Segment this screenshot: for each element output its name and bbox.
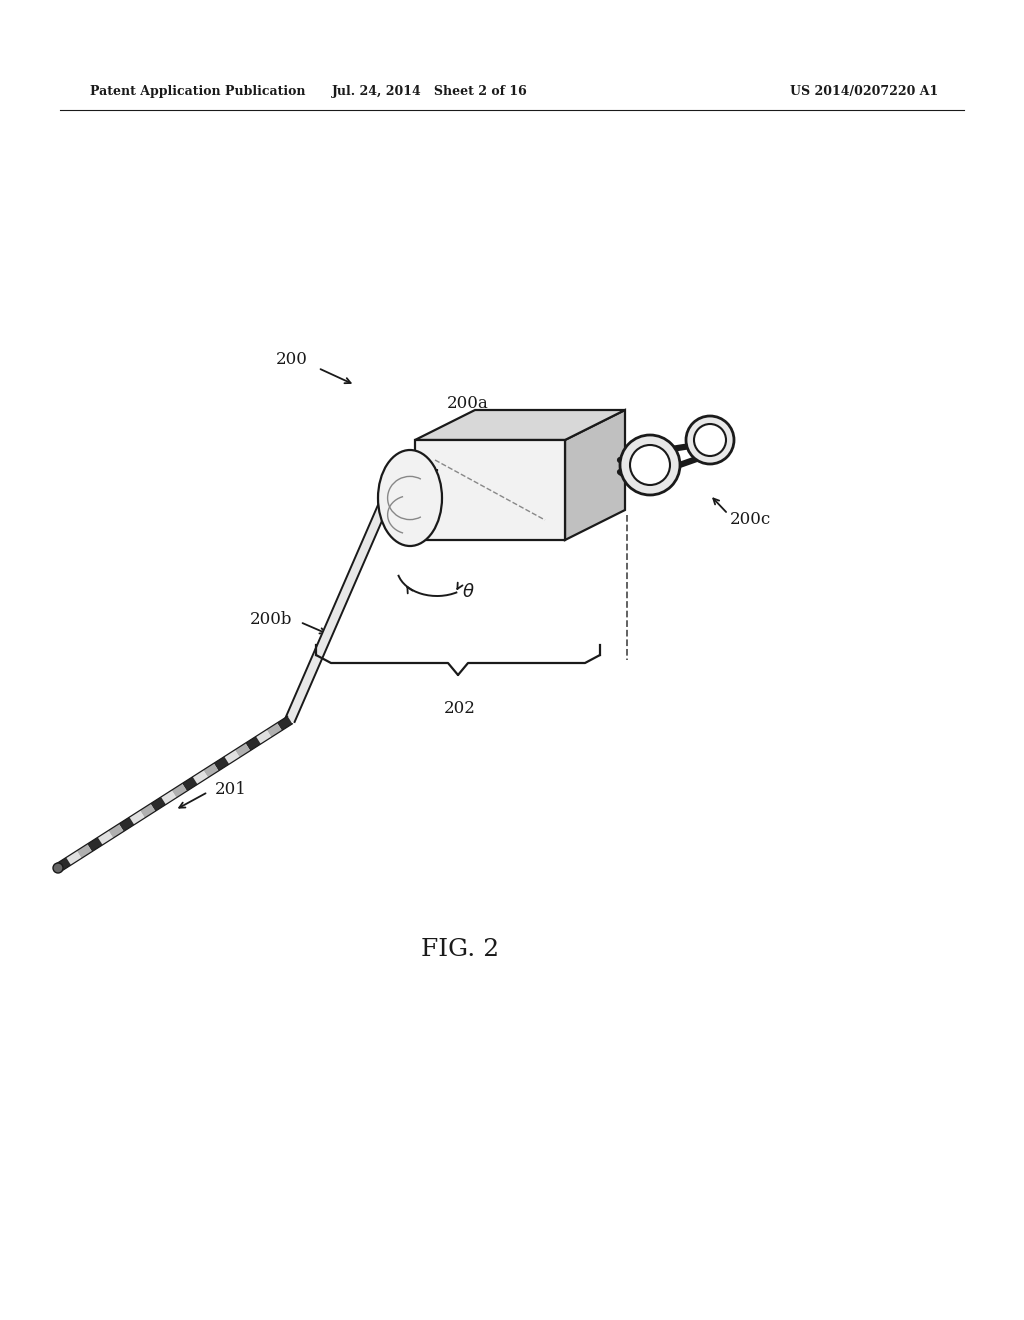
- Polygon shape: [182, 776, 198, 791]
- Circle shape: [686, 416, 734, 465]
- Text: 200c: 200c: [730, 511, 771, 528]
- Text: $\theta$: $\theta$: [462, 583, 474, 601]
- Text: 201: 201: [215, 781, 247, 799]
- Text: Patent Application Publication: Patent Application Publication: [90, 86, 305, 99]
- Ellipse shape: [378, 450, 442, 546]
- Polygon shape: [224, 750, 240, 764]
- Polygon shape: [278, 717, 293, 730]
- Polygon shape: [193, 770, 208, 784]
- Text: 200b: 200b: [250, 611, 292, 628]
- Polygon shape: [119, 817, 134, 832]
- Polygon shape: [203, 763, 218, 777]
- Polygon shape: [415, 440, 565, 540]
- Polygon shape: [286, 504, 388, 722]
- Polygon shape: [55, 858, 71, 871]
- Polygon shape: [87, 837, 102, 851]
- Circle shape: [630, 445, 670, 484]
- Polygon shape: [161, 791, 176, 804]
- Polygon shape: [246, 737, 261, 751]
- Polygon shape: [172, 784, 187, 797]
- Polygon shape: [415, 411, 625, 440]
- Circle shape: [694, 424, 726, 455]
- Polygon shape: [67, 851, 82, 865]
- Polygon shape: [77, 843, 92, 858]
- Text: 200: 200: [276, 351, 308, 368]
- Polygon shape: [565, 411, 625, 540]
- Polygon shape: [266, 723, 282, 738]
- Polygon shape: [109, 824, 124, 838]
- Text: 202: 202: [444, 700, 476, 717]
- Polygon shape: [234, 743, 250, 758]
- Text: US 2014/0207220 A1: US 2014/0207220 A1: [790, 86, 938, 99]
- Text: FIG. 2: FIG. 2: [421, 939, 499, 961]
- Polygon shape: [256, 730, 271, 744]
- Polygon shape: [151, 797, 166, 812]
- Polygon shape: [214, 756, 229, 771]
- Circle shape: [620, 436, 680, 495]
- Text: Jul. 24, 2014   Sheet 2 of 16: Jul. 24, 2014 Sheet 2 of 16: [332, 86, 528, 99]
- Polygon shape: [97, 830, 113, 845]
- Polygon shape: [129, 810, 144, 825]
- Polygon shape: [140, 804, 156, 818]
- Text: 200a: 200a: [447, 395, 488, 412]
- Ellipse shape: [53, 863, 63, 873]
